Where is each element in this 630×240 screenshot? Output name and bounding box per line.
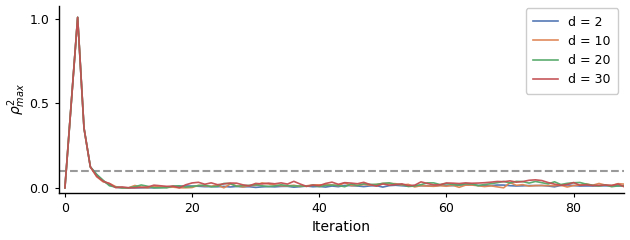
d = 30 <box>74 16 81 19</box>
X-axis label: Iteration: Iteration <box>312 221 371 234</box>
d = 30 <box>125 186 132 189</box>
d = 20 <box>125 186 132 189</box>
d = 20 <box>563 182 571 185</box>
d = 10 <box>125 186 132 189</box>
d = 2 <box>61 186 69 189</box>
d = 20 <box>61 186 69 189</box>
d = 20 <box>137 184 145 186</box>
d = 2 <box>621 184 628 187</box>
d = 10 <box>74 16 81 19</box>
Line: d = 10: d = 10 <box>65 17 624 188</box>
d = 10 <box>137 186 145 189</box>
d = 30 <box>137 186 145 189</box>
d = 2 <box>137 186 145 189</box>
Y-axis label: $\rho^2_{max}$: $\rho^2_{max}$ <box>6 83 28 115</box>
d = 10 <box>621 183 628 186</box>
d = 10 <box>353 184 361 187</box>
d = 20 <box>284 184 291 187</box>
Line: d = 2: d = 2 <box>65 17 624 188</box>
d = 20 <box>182 186 190 189</box>
d = 10 <box>284 184 291 187</box>
d = 2 <box>563 183 571 186</box>
d = 10 <box>563 186 571 188</box>
d = 2 <box>182 185 190 187</box>
d = 20 <box>353 184 361 187</box>
d = 30 <box>621 186 628 188</box>
Legend: d = 2, d = 10, d = 20, d = 30: d = 2, d = 10, d = 20, d = 30 <box>525 8 618 94</box>
d = 20 <box>74 16 81 19</box>
d = 20 <box>621 185 628 187</box>
d = 30 <box>563 183 571 186</box>
d = 30 <box>61 186 69 189</box>
d = 2 <box>74 16 81 19</box>
Line: d = 20: d = 20 <box>65 17 624 188</box>
d = 30 <box>182 183 190 186</box>
d = 10 <box>61 186 69 189</box>
d = 10 <box>182 186 190 189</box>
d = 2 <box>353 185 361 187</box>
d = 2 <box>125 186 132 189</box>
d = 2 <box>284 185 291 188</box>
Line: d = 30: d = 30 <box>65 17 624 188</box>
d = 30 <box>353 182 361 185</box>
d = 30 <box>284 183 291 186</box>
